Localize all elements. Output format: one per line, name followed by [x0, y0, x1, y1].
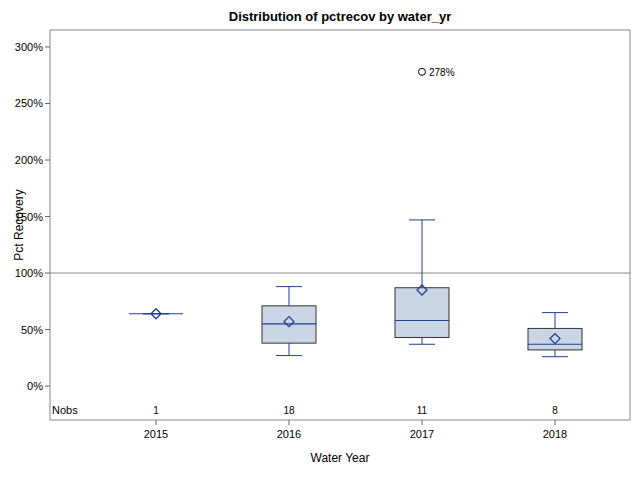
- title: Distribution of pctrecov by water_yr: [229, 9, 452, 24]
- y-tick-label: 300%: [15, 41, 43, 53]
- max-cap: [409, 219, 435, 220]
- x-tick-label: 2018: [543, 428, 567, 440]
- max-cap: [276, 286, 302, 287]
- nobs: 18: [283, 405, 295, 416]
- y-tick-label: 200%: [15, 154, 43, 166]
- mean: [550, 334, 560, 344]
- median: [262, 323, 316, 324]
- y-tick: [45, 273, 50, 274]
- x-tick: [555, 420, 556, 425]
- x-tick-label: 2016: [277, 428, 301, 440]
- nobs: 8: [552, 405, 558, 416]
- outlier: [419, 68, 426, 75]
- y-tick: [45, 160, 50, 161]
- x-tick: [156, 420, 157, 425]
- max-cap: [542, 312, 568, 313]
- x-axis-label: Water Year: [311, 451, 370, 465]
- upper-whisker: [555, 313, 556, 329]
- y-tick-label: 100%: [15, 267, 43, 279]
- plot-frame: [50, 30, 630, 420]
- y-tick: [45, 329, 50, 330]
- median: [395, 320, 449, 321]
- nobs-label: Nobs: [52, 404, 78, 416]
- marks: [50, 68, 630, 356]
- x-tick: [289, 420, 290, 425]
- y-tick: [45, 216, 50, 217]
- lower-whisker: [555, 350, 556, 357]
- y-tick-label: 50%: [21, 324, 43, 336]
- box: [129, 313, 183, 314]
- upper-whisker: [422, 220, 423, 288]
- min-cap: [276, 355, 302, 356]
- x-tick-label: 2017: [410, 428, 434, 440]
- x-tick-label: 2015: [144, 428, 168, 440]
- chart: Distribution of pctrecov by water_yr 0% 50…: [0, 0, 640, 480]
- outlier-label: 278%: [429, 67, 455, 78]
- nobs: 1: [153, 405, 159, 416]
- mean: [284, 317, 294, 327]
- reference-line: [50, 273, 630, 274]
- min-cap: [542, 356, 568, 357]
- lower-whisker: [422, 337, 423, 344]
- x-tick: [422, 420, 423, 425]
- y-axis-label: Pct Recovery: [12, 189, 26, 260]
- nobs: 11: [417, 405, 428, 416]
- y-tick: [45, 103, 50, 104]
- y-tick: [45, 46, 50, 47]
- box: [528, 328, 582, 349]
- upper-whisker: [289, 287, 290, 306]
- y-tick-label: 0%: [27, 380, 43, 392]
- box: [262, 306, 316, 343]
- lower-whisker: [289, 343, 290, 355]
- background: [0, 0, 640, 480]
- min-cap: [409, 344, 435, 345]
- mean: [151, 309, 161, 319]
- median: [129, 313, 183, 314]
- y-tick-label: 250%: [15, 97, 43, 109]
- y-tick: [45, 386, 50, 387]
- mean: [417, 285, 427, 295]
